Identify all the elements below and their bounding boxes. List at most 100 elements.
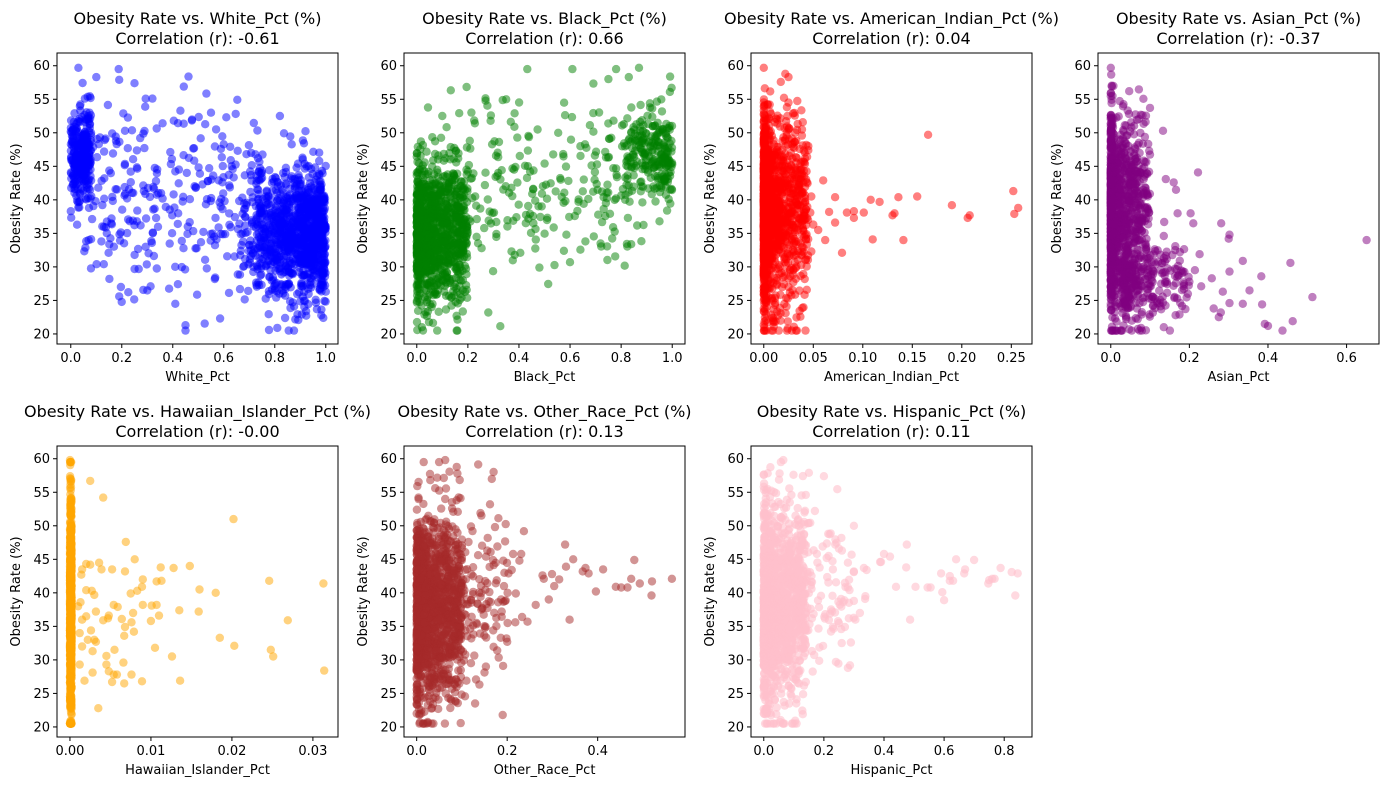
data-point bbox=[100, 147, 108, 155]
data-point bbox=[294, 250, 302, 258]
data-point bbox=[625, 188, 633, 196]
data-point bbox=[225, 221, 233, 229]
x-tick-label: 0.4 bbox=[509, 351, 530, 366]
data-point bbox=[576, 152, 584, 160]
data-point bbox=[549, 150, 557, 158]
data-point bbox=[303, 244, 311, 252]
data-point bbox=[281, 261, 289, 269]
data-point bbox=[212, 125, 220, 133]
data-point bbox=[760, 270, 768, 278]
data-point bbox=[233, 96, 241, 104]
data-point bbox=[663, 206, 671, 214]
data-point bbox=[211, 214, 219, 222]
data-point bbox=[550, 261, 558, 269]
data-point bbox=[450, 291, 458, 299]
y-tick-label: 40 bbox=[380, 193, 397, 208]
x-tick-label: 0.2 bbox=[458, 351, 479, 366]
data-point bbox=[104, 101, 112, 109]
data-point bbox=[496, 322, 504, 330]
data-point bbox=[263, 260, 271, 268]
data-point bbox=[72, 192, 80, 200]
data-point bbox=[115, 292, 123, 300]
data-point bbox=[193, 291, 201, 299]
y-tick-label: 20 bbox=[33, 327, 50, 342]
data-point bbox=[254, 278, 262, 286]
data-point bbox=[913, 192, 921, 200]
data-point bbox=[605, 135, 613, 143]
data-point bbox=[611, 227, 619, 235]
chart-subtitle: Correlation (r): 0.66 bbox=[465, 29, 623, 48]
data-point bbox=[424, 103, 432, 111]
data-point bbox=[265, 310, 273, 318]
data-point bbox=[301, 185, 309, 193]
data-point bbox=[203, 264, 211, 272]
data-point bbox=[666, 139, 674, 147]
y-tick-label: 55 bbox=[33, 93, 50, 108]
data-point bbox=[511, 251, 519, 259]
data-point bbox=[205, 164, 213, 172]
data-point bbox=[185, 154, 193, 162]
data-point bbox=[433, 247, 441, 255]
data-point bbox=[87, 129, 95, 137]
data-point bbox=[462, 265, 470, 273]
data-point bbox=[115, 76, 123, 84]
data-point bbox=[466, 144, 474, 152]
data-point bbox=[84, 236, 92, 244]
data-point bbox=[151, 164, 159, 172]
data-point bbox=[481, 94, 489, 102]
data-point bbox=[68, 127, 76, 135]
x-tick-label: 0.4 bbox=[162, 351, 183, 366]
data-point bbox=[799, 118, 807, 126]
data-point bbox=[257, 270, 265, 278]
data-point bbox=[318, 267, 326, 275]
data-point bbox=[140, 144, 148, 152]
x-tick-label: 0.2 bbox=[111, 351, 132, 366]
data-point bbox=[201, 120, 209, 128]
data-point bbox=[226, 143, 234, 151]
data-point bbox=[510, 109, 518, 117]
data-point bbox=[592, 148, 600, 156]
data-point bbox=[301, 164, 309, 172]
data-point bbox=[459, 246, 467, 254]
data-point bbox=[241, 205, 249, 213]
data-point bbox=[522, 219, 530, 227]
data-point bbox=[216, 314, 224, 322]
data-point bbox=[652, 137, 660, 145]
data-point bbox=[225, 181, 233, 189]
y-tick-label: 35 bbox=[33, 227, 50, 242]
data-point bbox=[760, 64, 768, 72]
data-point bbox=[230, 252, 238, 260]
x-tick-label: 0.6 bbox=[213, 351, 234, 366]
data-point bbox=[560, 189, 568, 197]
data-point bbox=[110, 243, 118, 251]
data-point bbox=[109, 197, 117, 205]
data-point bbox=[792, 313, 800, 321]
data-point bbox=[562, 231, 570, 239]
data-point bbox=[560, 99, 568, 107]
x-tick-label: 0.10 bbox=[848, 351, 877, 366]
data-point bbox=[148, 94, 156, 102]
data-point bbox=[284, 236, 292, 244]
data-point bbox=[764, 145, 772, 153]
scatter-points bbox=[760, 64, 1023, 335]
data-point bbox=[799, 214, 807, 222]
data-point bbox=[772, 230, 780, 238]
chart-title: Obesity Rate vs. White_Pct (%) bbox=[74, 9, 322, 29]
data-point bbox=[130, 295, 138, 303]
data-point bbox=[850, 214, 858, 222]
data-point bbox=[641, 150, 649, 158]
data-point bbox=[429, 212, 437, 220]
data-point bbox=[120, 191, 128, 199]
data-point bbox=[448, 275, 456, 283]
data-point bbox=[457, 215, 465, 223]
y-tick-label: 55 bbox=[727, 93, 744, 108]
x-tick-label: 0.0 bbox=[406, 351, 427, 366]
data-point bbox=[535, 263, 543, 271]
data-point bbox=[299, 136, 307, 144]
data-point bbox=[420, 180, 428, 188]
data-point bbox=[557, 176, 565, 184]
data-point bbox=[455, 282, 463, 290]
data-point bbox=[171, 167, 179, 175]
data-point bbox=[635, 64, 643, 72]
data-point bbox=[254, 154, 262, 162]
